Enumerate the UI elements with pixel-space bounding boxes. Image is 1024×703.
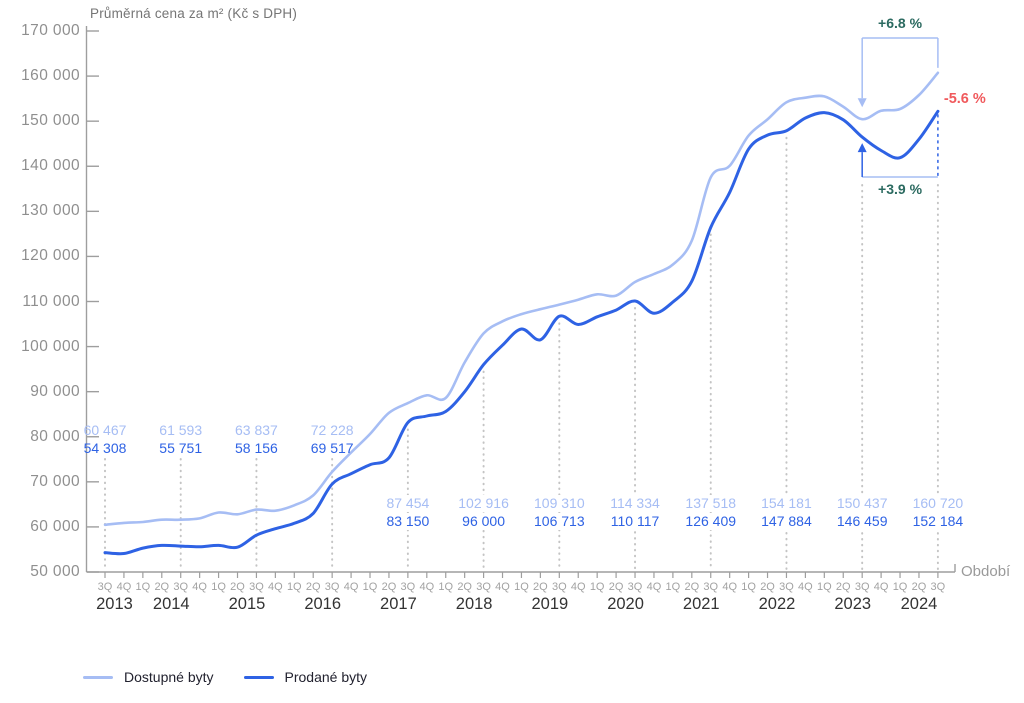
series-line-prodane-byty — [103, 109, 940, 556]
series-line-dostupne-byty — [103, 71, 940, 527]
legend-label-prodane: Prodané byty — [284, 669, 368, 685]
legend: Dostupné byty Prodané byty — [83, 669, 367, 685]
legend-item-dostupne-byty[interactable]: Dostupné byty — [83, 669, 214, 685]
legend-item-prodane-byty[interactable]: Prodané byty — [243, 669, 368, 685]
legend-swatch-dostupne — [83, 675, 113, 679]
legend-label-dostupne: Dostupné byty — [124, 669, 214, 685]
arrow-up-head — [857, 143, 867, 153]
arrow-down-head — [857, 98, 867, 108]
legend-swatch-prodane — [243, 675, 274, 679]
